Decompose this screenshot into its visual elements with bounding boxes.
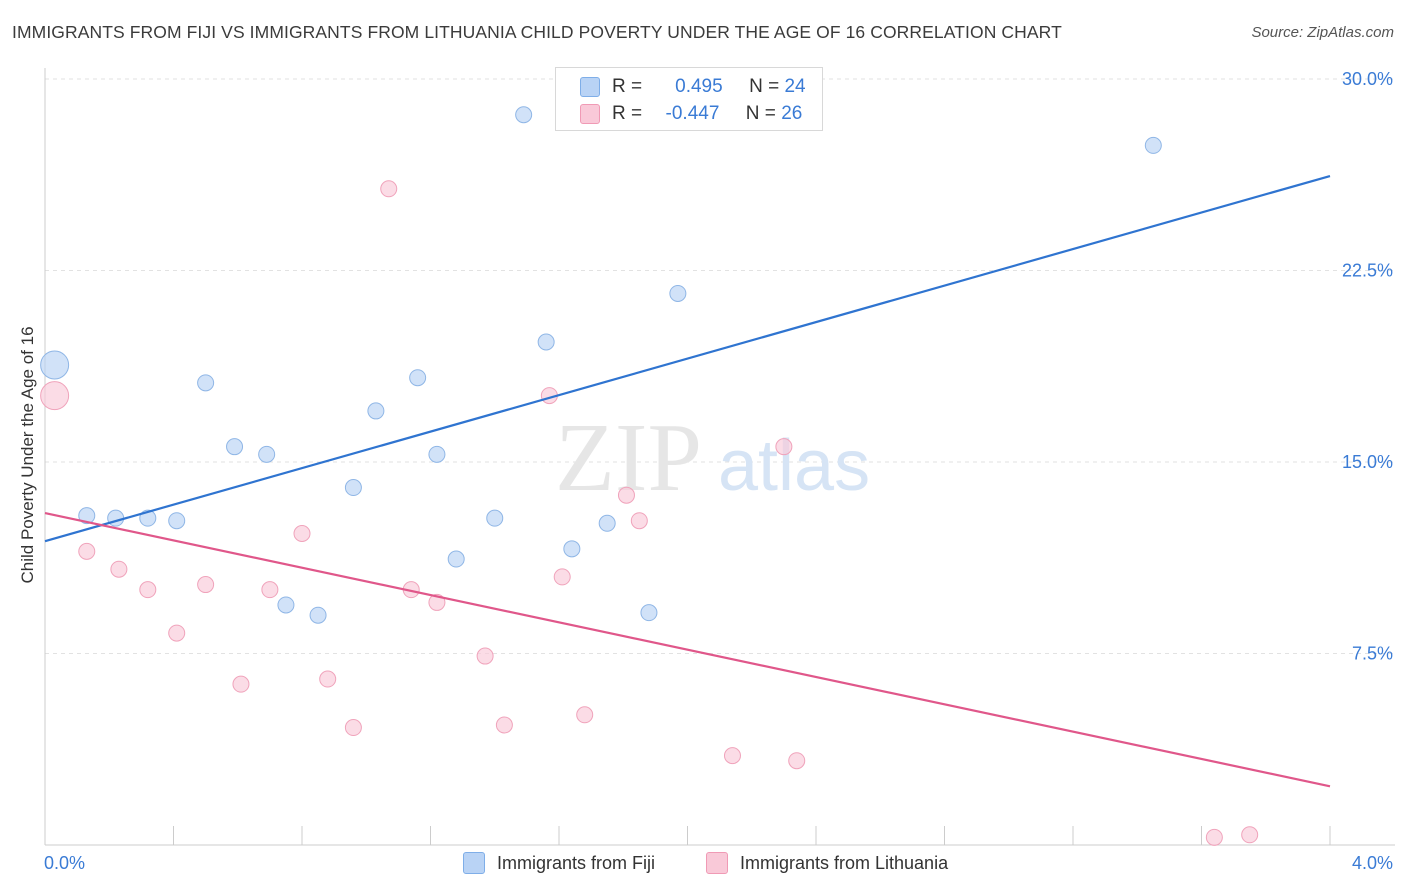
fiji-point [486,509,504,527]
lithuania-point [168,624,186,642]
lithuania-point [293,524,311,542]
lithuania-point [197,576,215,594]
fiji-point [598,514,616,532]
lithuania-point [428,593,446,611]
bottom-legend-swatch-fiji [463,852,485,874]
lithuania-point [78,542,96,560]
lithuania-point [380,180,398,198]
bottom-legend-swatch-lithuania [706,852,728,874]
legend-n-label: N = [745,103,776,124]
y-axis-label: Child Poverty Under the Age of 16 [18,326,37,584]
y-tick-label: 22.5% [1342,261,1393,281]
y-tick-label: 7.5% [1352,644,1393,664]
lithuania-point [139,581,157,599]
fiji-point [168,512,186,530]
lithuania-point [261,581,279,599]
source-label: Source: ZipAtlas.com [1251,24,1394,41]
lithuania-point [476,647,494,665]
lithuania-point [495,716,513,734]
legend-r-label: R = [612,76,643,97]
chart-title: IMMIGRANTS FROM FIJI VS IMMIGRANTS FROM … [12,22,1062,42]
lithuania-point [617,486,635,504]
x-tick-label: 4.0% [1352,853,1393,873]
legend-n-value: 24 [784,76,806,97]
fiji-point [447,550,465,568]
legend-n-value: 26 [781,103,803,124]
fiji-point [309,606,327,624]
fiji-point [367,402,385,420]
lithuania-point [553,568,571,586]
lithuania-point [232,675,250,693]
lithuania-point [40,381,70,411]
y-tick-label: 15.0% [1342,452,1393,472]
lithuania-point [576,706,594,724]
legend-r-value: -0.447 [665,103,720,124]
lithuania-point [630,512,648,530]
correlation-legend: R = 0.495 N = 24 R = -0.447 N = 26 [555,67,823,131]
axes [44,68,1395,846]
watermark-atlas: atlas [718,426,870,506]
lithuania-point [788,752,806,770]
lithuania-point [1205,828,1223,846]
bottom-legend-fiji: Immigrants from Fiji [463,852,655,874]
fiji-point [428,445,446,463]
fiji-point [197,374,215,392]
legend-n-label: N = [749,76,780,97]
legend-r-label: R = [612,103,643,124]
fiji-point [669,284,687,302]
legend-swatch-lithuania [580,104,600,124]
fiji-point [409,369,427,387]
legend-r-value: 0.495 [675,76,723,97]
bottom-legend-label-lithuania: Immigrants from Lithuania [740,852,949,873]
lithuania-point [775,438,793,456]
gridlines [45,78,1395,654]
bottom-legend-label-fiji: Immigrants from Fiji [497,852,656,873]
lithuania-point [1241,826,1259,844]
x-tick-label: 0.0% [44,853,85,873]
fiji-trend-line [44,174,1331,543]
bottom-legend-lithuania: Immigrants from Lithuania [706,852,948,874]
tick-labels: 7.5% 15.0% 22.5% 30.0% 0.0% 4.0% [44,69,1393,873]
fiji-point [515,106,533,124]
lithuania-point [110,560,128,578]
watermark: ZIP atlas [555,404,870,512]
fiji-point [1144,136,1162,154]
fiji-point [78,507,96,525]
lithuania-point [344,719,362,737]
fiji-point [537,333,555,351]
legend-swatch-fiji [580,77,600,97]
fiji-point [563,540,581,558]
fiji-point [640,604,658,622]
legend-row-lithuania: R = -0.447 N = 26 [580,102,802,126]
y-tick-label: 30.0% [1342,69,1393,89]
fiji-point [258,445,276,463]
lithuania-point [723,747,741,765]
fiji-point [40,350,70,380]
lithuania-trend-line [44,511,1331,788]
trend-lines [44,174,1331,788]
fiji-point [226,438,244,456]
legend-row-fiji: R = 0.495 N = 24 [580,75,806,99]
fiji-point [277,596,295,614]
fiji-point [344,479,362,497]
lithuania-point [319,670,337,688]
